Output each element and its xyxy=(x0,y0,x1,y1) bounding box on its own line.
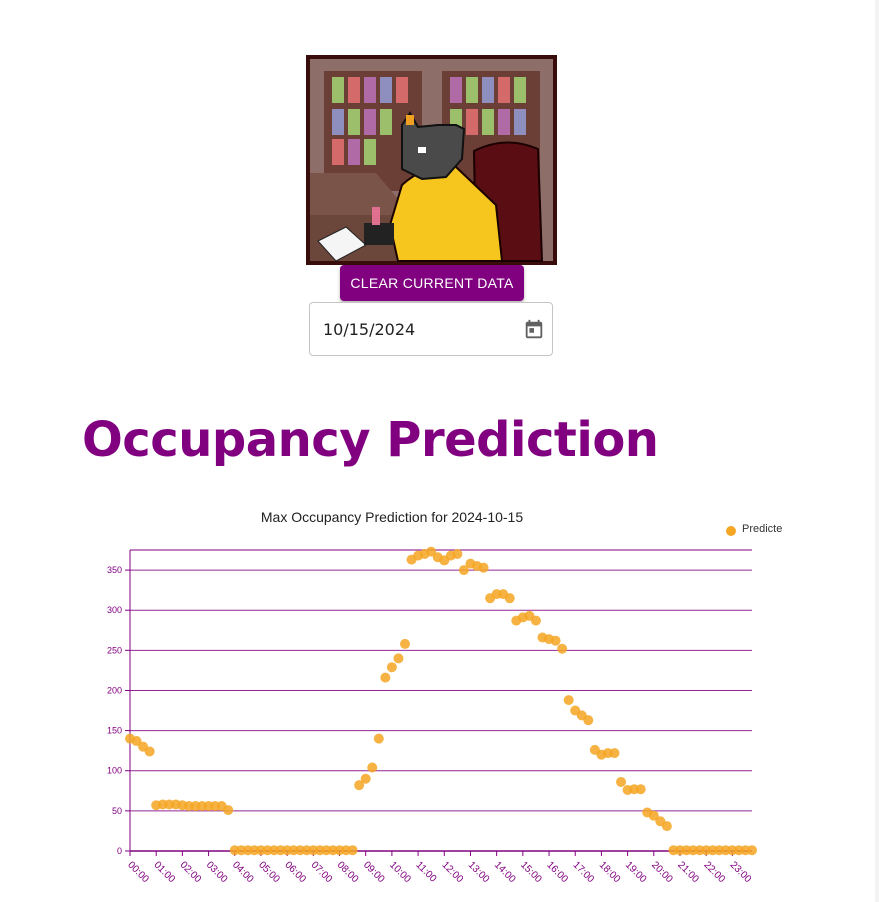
y-tick-label: 0 xyxy=(117,846,122,856)
y-tick-label: 300 xyxy=(107,605,122,615)
x-tick-label: 18:00 xyxy=(597,860,623,886)
x-tick-label: 23:00 xyxy=(728,860,754,886)
data-point xyxy=(609,748,620,759)
x-tick-label: 12:00 xyxy=(440,860,466,886)
x-tick-label: 10:00 xyxy=(387,860,413,886)
data-point xyxy=(563,695,574,706)
y-tick-label: 100 xyxy=(107,766,122,776)
clear-current-data-button[interactable]: CLEAR CURRENT DATA xyxy=(340,265,524,301)
data-point xyxy=(223,805,234,816)
data-point xyxy=(360,773,371,784)
legend-marker xyxy=(726,526,736,536)
x-tick-label: 19:00 xyxy=(623,860,649,886)
data-point xyxy=(426,546,437,557)
data-point xyxy=(354,780,365,791)
calendar-icon[interactable] xyxy=(523,319,545,341)
x-tick-label: 06:00 xyxy=(282,860,308,886)
data-point xyxy=(458,565,469,576)
data-point xyxy=(373,733,384,744)
data-point xyxy=(557,643,568,654)
data-point xyxy=(616,776,627,787)
x-tick-label: 09:00 xyxy=(361,860,387,886)
data-point xyxy=(530,615,541,626)
data-point xyxy=(452,549,463,560)
x-tick-label: 21:00 xyxy=(675,860,701,886)
data-point xyxy=(478,562,489,573)
data-point xyxy=(144,746,155,757)
data-point xyxy=(747,845,757,856)
x-tick-label: 20:00 xyxy=(649,860,675,886)
logo-image xyxy=(306,55,557,265)
data-point xyxy=(661,821,672,832)
x-tick-label: 04:00 xyxy=(230,860,256,886)
page-title: Occupancy Prediction xyxy=(82,412,659,468)
data-point xyxy=(583,715,594,726)
x-tick-label: 02:00 xyxy=(178,860,204,886)
x-tick-label: 14:00 xyxy=(492,860,518,886)
data-point xyxy=(550,635,561,646)
y-tick-label: 200 xyxy=(107,685,122,695)
chart-title: Max Occupancy Prediction for 2024-10-15 xyxy=(261,509,523,525)
x-tick-label: 22:00 xyxy=(701,860,727,886)
legend-label: Predicte xyxy=(742,523,782,535)
data-point xyxy=(393,653,404,664)
y-tick-label: 350 xyxy=(107,565,122,575)
x-tick-label: 16:00 xyxy=(544,860,570,886)
x-tick-label: 08:00 xyxy=(335,860,361,886)
x-tick-label: 03:00 xyxy=(204,860,230,886)
x-tick-label: 11:00 xyxy=(413,860,438,885)
data-point xyxy=(131,736,142,747)
data-point xyxy=(648,810,659,821)
x-tick-label: 00:00 xyxy=(125,860,151,886)
date-picker-field[interactable]: 10/15/2024 xyxy=(309,302,553,356)
y-tick-label: 150 xyxy=(107,726,122,736)
x-tick-label: 13:00 xyxy=(466,860,492,886)
data-point xyxy=(386,662,397,673)
date-input-value[interactable]: 10/15/2024 xyxy=(323,320,416,339)
scrollbar-track[interactable] xyxy=(875,0,879,902)
data-point xyxy=(347,845,358,856)
y-tick-label: 250 xyxy=(107,645,122,655)
data-point xyxy=(380,672,391,683)
x-tick-label: 15:00 xyxy=(518,860,544,886)
x-tick-label: 01:00 xyxy=(151,860,177,886)
data-point xyxy=(367,762,378,773)
y-tick-label: 50 xyxy=(112,806,122,816)
data-point xyxy=(504,593,515,604)
x-tick-label: 07:00 xyxy=(309,860,335,886)
x-tick-label: 05:00 xyxy=(256,860,282,886)
data-point xyxy=(635,784,646,795)
x-tick-label: 17:00 xyxy=(571,860,597,886)
data-point xyxy=(399,638,410,649)
occupancy-scatter-chart: Max Occupancy Prediction for 2024-10-15 P… xyxy=(107,509,782,886)
